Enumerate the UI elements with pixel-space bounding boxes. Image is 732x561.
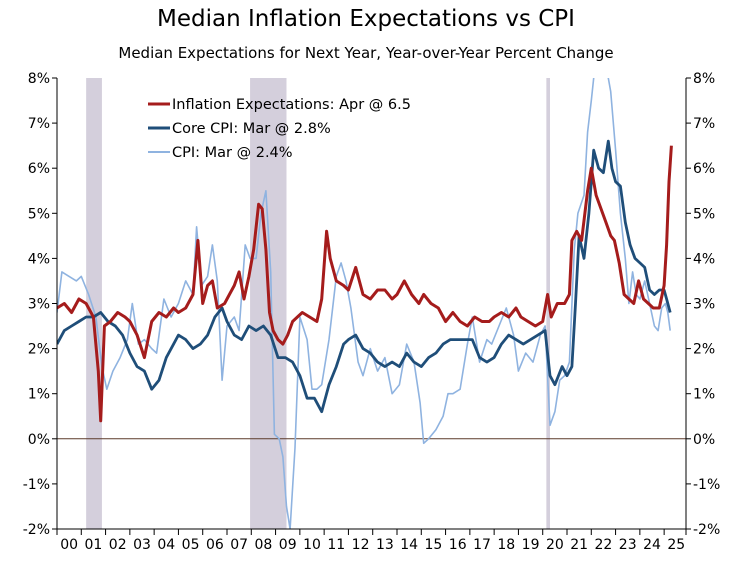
y-tick-label-left: 2% — [28, 342, 50, 358]
x-tick-label: 09 — [279, 537, 297, 553]
y-tick-label-left: 6% — [28, 161, 50, 177]
x-tick-label: 13 — [376, 537, 394, 553]
legend-label-2: CPI: Mar @ 2.4% — [172, 145, 293, 161]
x-tick-label: 18 — [497, 537, 515, 553]
x-tick-label: 22 — [595, 537, 613, 553]
x-tick-label: 20 — [546, 537, 564, 553]
x-tick-label: 06 — [206, 537, 224, 553]
x-tick-label: 23 — [619, 537, 637, 553]
x-tick-label: 24 — [643, 537, 661, 553]
y-tick-label-left: 8% — [28, 71, 50, 87]
y-tick-label-right: 8% — [693, 71, 715, 87]
x-tick-label: 07 — [230, 537, 248, 553]
x-tick-label: 15 — [425, 537, 443, 553]
y-tick-label-right: 7% — [693, 116, 715, 132]
x-tick-label: 11 — [327, 537, 345, 553]
x-tick-label: 17 — [473, 537, 491, 553]
x-tick-label: 19 — [522, 537, 540, 553]
x-tick-label: 25 — [667, 537, 685, 553]
x-tick-label: 00 — [60, 537, 78, 553]
y-tick-label-left: 0% — [28, 432, 50, 448]
x-tick-label: 21 — [570, 537, 588, 553]
chart-subtitle: Median Expectations for Next Year, Year-… — [118, 44, 614, 62]
y-tick-label-right: -2% — [693, 522, 720, 538]
y-tick-label-right: 0% — [693, 432, 715, 448]
x-tick-label: 05 — [182, 537, 200, 553]
y-tick-label-right: 5% — [693, 206, 715, 222]
y-tick-label-left: 3% — [28, 297, 50, 313]
recession-band-0 — [86, 78, 102, 529]
chart-title: Median Inflation Expectations vs CPI — [157, 6, 575, 32]
x-tick-label: 10 — [303, 537, 321, 553]
y-tick-label-left: 7% — [28, 116, 50, 132]
y-tick-label-right: 1% — [693, 387, 715, 403]
y-tick-label-right: 4% — [693, 251, 715, 267]
inflation-expectations-line — [57, 145, 673, 423]
x-tick-label: 16 — [449, 537, 467, 553]
x-tick-label: 08 — [255, 537, 273, 553]
core-cpi-line — [57, 139, 672, 414]
x-tick-label: 02 — [109, 537, 127, 553]
legend-label-1: Core CPI: Mar @ 2.8% — [172, 121, 331, 137]
y-tick-label-right: 3% — [693, 297, 715, 313]
y-tick-label-left: 4% — [28, 251, 50, 267]
x-tick-label: 14 — [400, 537, 418, 553]
legend-label-0: Inflation Expectations: Apr @ 6.5 — [172, 97, 411, 113]
x-tick-label: 04 — [157, 537, 175, 553]
x-tick-label: 12 — [352, 537, 370, 553]
y-tick-label-right: -1% — [693, 477, 720, 493]
y-tick-label-left: -1% — [23, 477, 50, 493]
y-tick-label-left: -2% — [23, 522, 50, 538]
x-tick-label: 01 — [85, 537, 103, 553]
y-tick-label-left: 5% — [28, 206, 50, 222]
x-tick-label: 03 — [133, 537, 151, 553]
y-tick-label-right: 2% — [693, 342, 715, 358]
y-tick-label-right: 6% — [693, 161, 715, 177]
y-tick-label-left: 1% — [28, 387, 50, 403]
